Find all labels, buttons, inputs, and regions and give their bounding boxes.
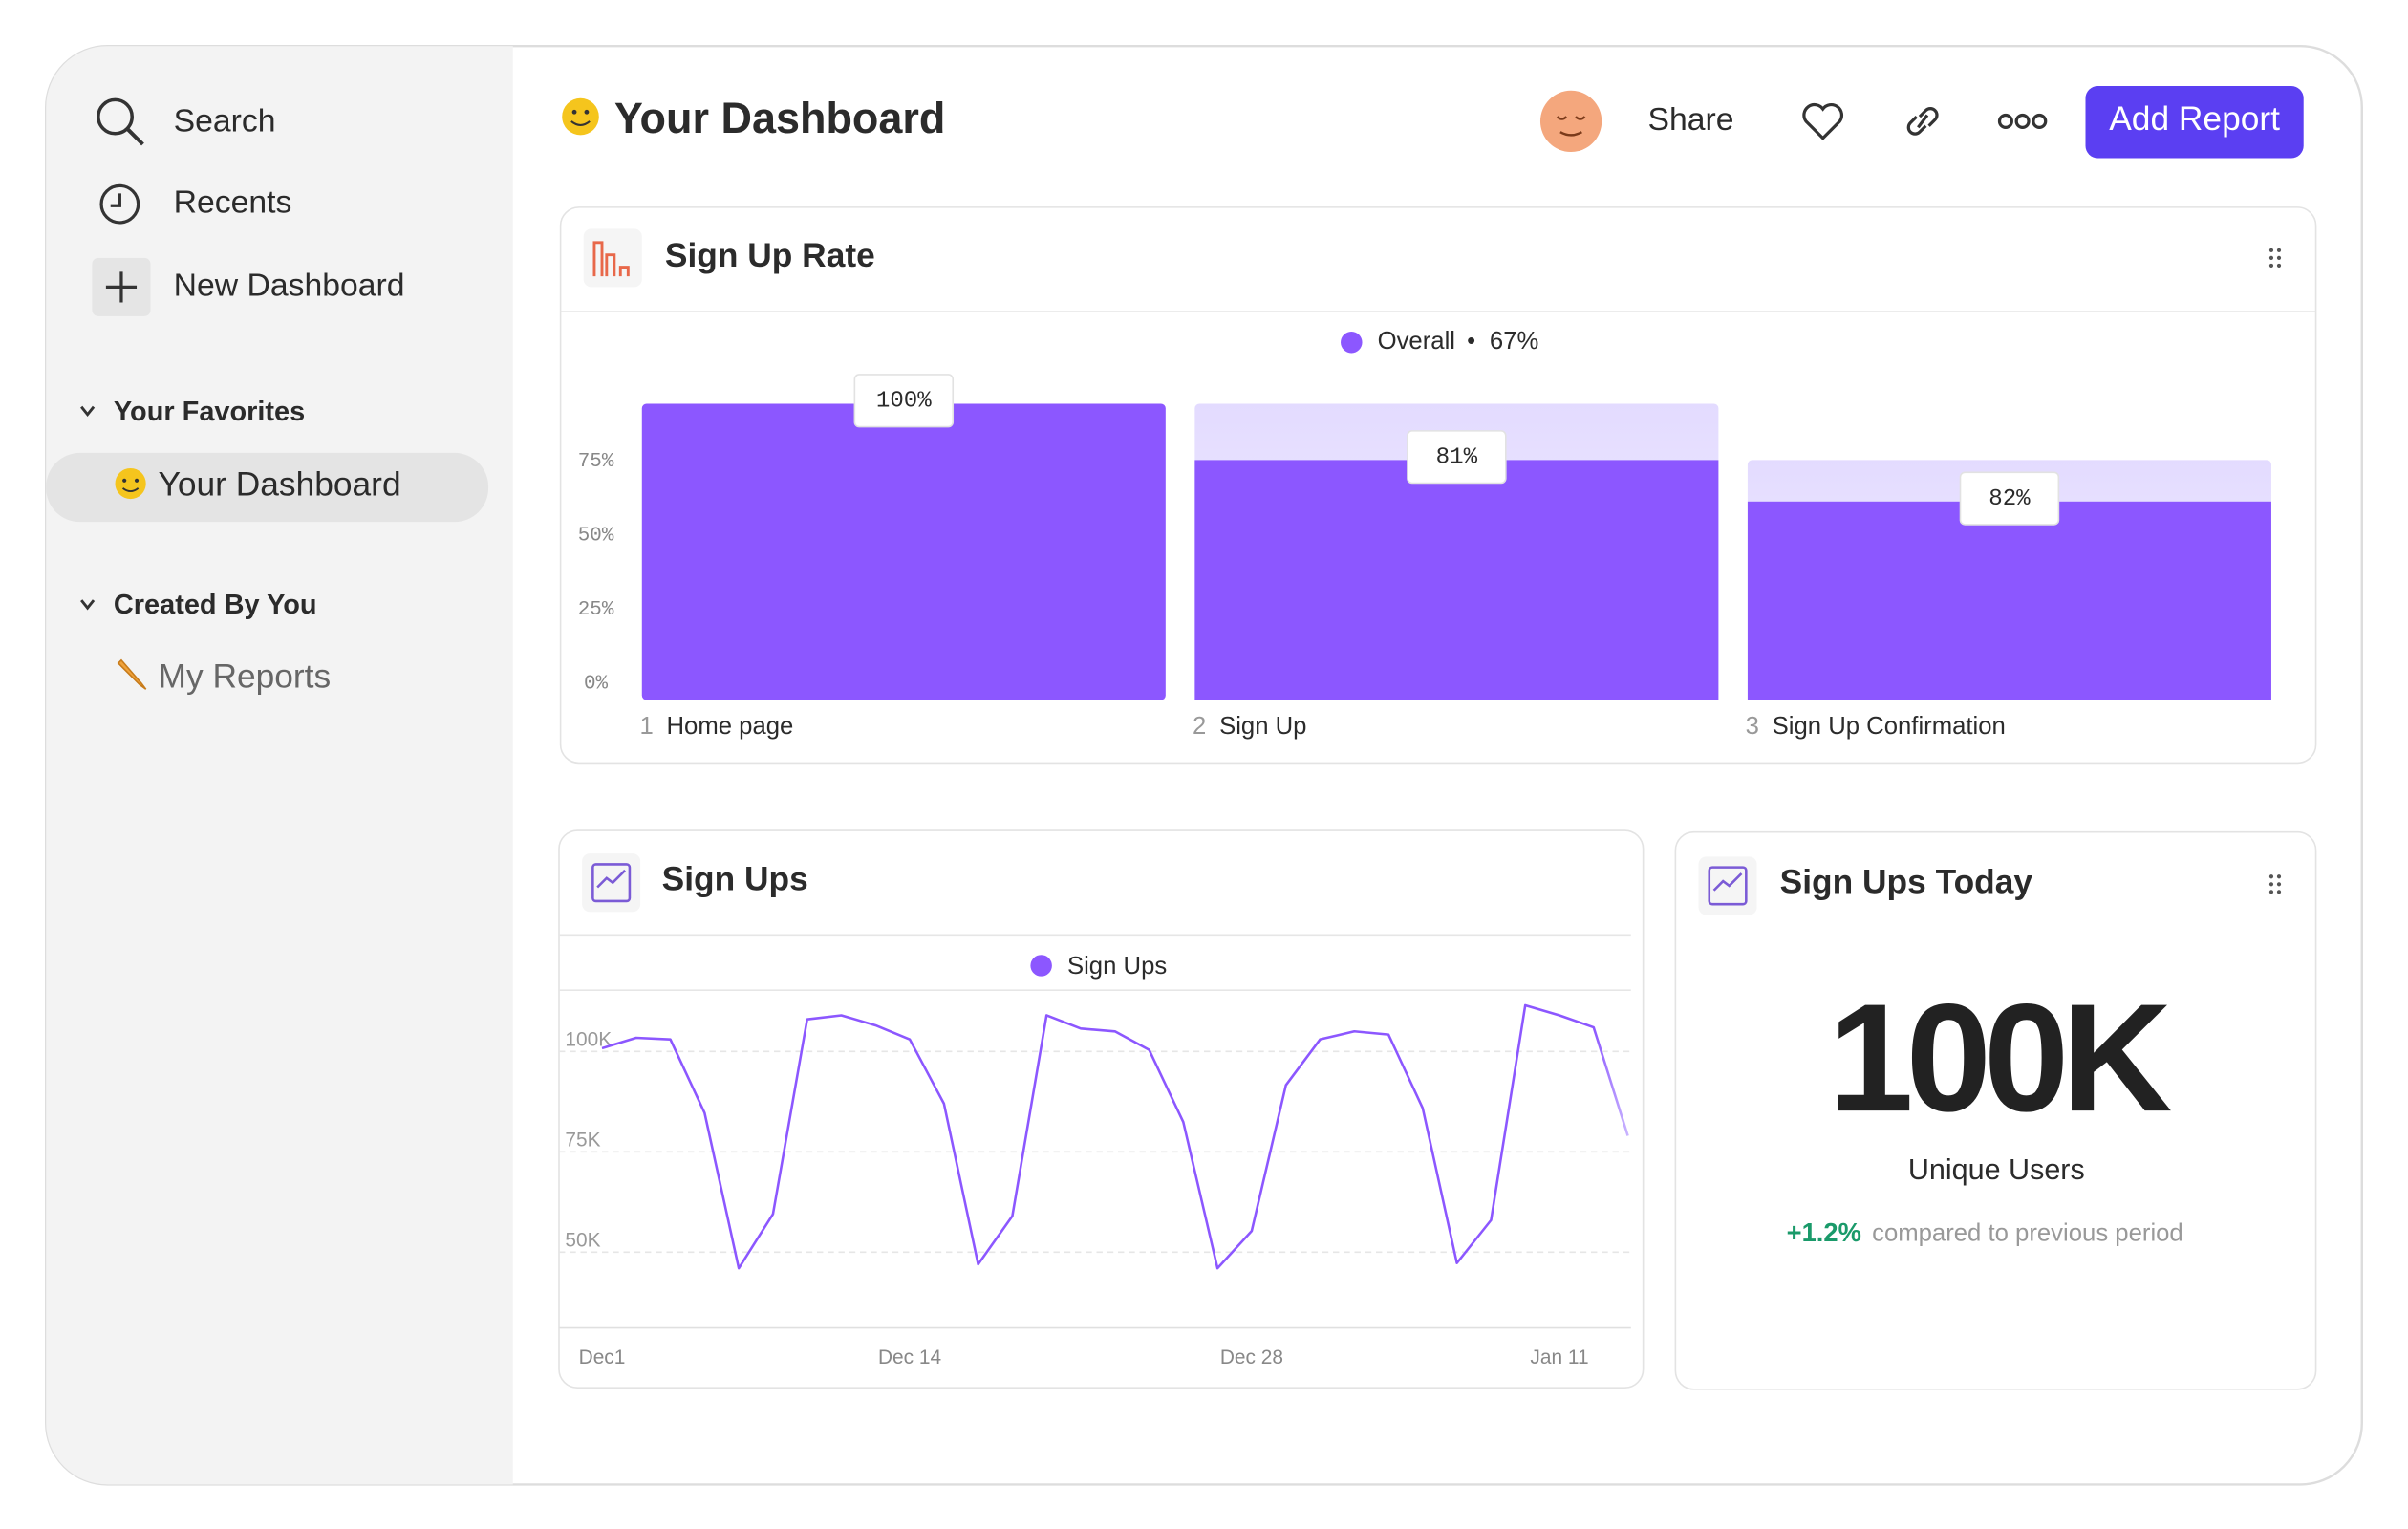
value-label: 100% (876, 389, 932, 415)
sidebar-search[interactable]: Search (97, 97, 276, 146)
step-number: 1 (639, 713, 653, 740)
more-button[interactable] (1997, 113, 2048, 129)
metric-card (1674, 830, 2317, 1390)
x-tick-label: Dec 14 (878, 1346, 941, 1368)
y-tick-label: 0% (584, 673, 609, 695)
legend-label: Sign Ups (1067, 953, 1167, 980)
x-tick-label: Jan 11 (1530, 1346, 1588, 1368)
legend-separator: • (1467, 328, 1475, 355)
card-menu[interactable] (2268, 248, 2282, 268)
emoji-eye (571, 109, 577, 115)
value-label-box (853, 374, 955, 428)
legend-value: 67% (1490, 328, 1538, 355)
x-tick-label: Sign Up (1219, 713, 1306, 740)
line-card (558, 829, 1645, 1389)
chevron (80, 405, 96, 418)
nav-label: Recents (174, 184, 292, 221)
nav-label: New Dashboard (174, 267, 405, 303)
section-title: Created By You (114, 590, 317, 620)
card-title: Sign Ups Today (1780, 864, 2033, 901)
sidebar-recents[interactable]: Recents (99, 184, 292, 225)
report-item[interactable]: My Reports (117, 657, 332, 695)
line (601, 1003, 1629, 1270)
emoji-eye (584, 109, 590, 115)
avatar[interactable] (1539, 90, 1602, 153)
value-label: 82% (1989, 486, 2031, 512)
nav-label: My Reports (159, 657, 332, 695)
legend-swatch (1341, 331, 1363, 354)
metric-label: Unique Users (1908, 1153, 2085, 1186)
share-button[interactable]: Share (1647, 101, 1733, 138)
y-tick-label: 50% (578, 525, 614, 547)
legend-label: Overall (1378, 328, 1455, 355)
step-number: 2 (1193, 713, 1206, 740)
value-label-box (1959, 471, 2060, 526)
legend-swatch (1030, 955, 1052, 977)
y-tick-label: 50K (565, 1230, 600, 1252)
bar (641, 403, 1166, 700)
nav-label: Your Dashboard (159, 466, 401, 504)
bar (1747, 501, 2271, 700)
value-label: 81% (1436, 445, 1478, 471)
y-tick-label: 75% (578, 451, 614, 473)
chevron (80, 599, 96, 611)
add-report-button[interactable]: Add Report (2085, 85, 2304, 159)
metric-icon (1698, 856, 1757, 915)
x-tick-label: Home page (667, 713, 794, 740)
y-tick-label: 100K (565, 1029, 612, 1051)
card-title: Sign Up Rate (665, 237, 875, 274)
y-tick-label: 75K (565, 1130, 600, 1152)
emoji-icon (562, 97, 599, 136)
bar (1194, 460, 1719, 700)
step-number: 3 (1746, 713, 1759, 740)
value-label-box (1407, 430, 1507, 485)
x-tick-label: Dec 28 (1220, 1346, 1283, 1368)
funnel-icon (583, 228, 642, 288)
card-title: Sign Ups (662, 860, 808, 897)
y-tick-label: 25% (578, 599, 614, 621)
sidebar (46, 46, 513, 1485)
favorite-button[interactable] (1802, 102, 1844, 140)
metric-comparison: compared to previous period (1872, 1219, 2183, 1246)
line-icon (582, 853, 641, 913)
card-menu[interactable] (2268, 874, 2282, 894)
link-button[interactable] (1906, 107, 1939, 136)
x-tick-label: Dec1 (579, 1346, 626, 1368)
x-tick-label: Sign Up Confirmation (1773, 713, 2006, 740)
metric-value: 100K (1828, 973, 2171, 1144)
favorite-item[interactable]: Your Dashboard (46, 452, 489, 523)
emoji-mouth (570, 120, 591, 126)
button-label: Add Report (2109, 100, 2280, 138)
page-title: Your Dashboard (614, 94, 946, 142)
nav-label: Search (174, 102, 276, 139)
metric-change: +1.2% (1787, 1217, 1861, 1247)
sidebar-new-dashboard[interactable]: New Dashboard (92, 257, 405, 316)
section-title: Your Favorites (114, 397, 305, 427)
